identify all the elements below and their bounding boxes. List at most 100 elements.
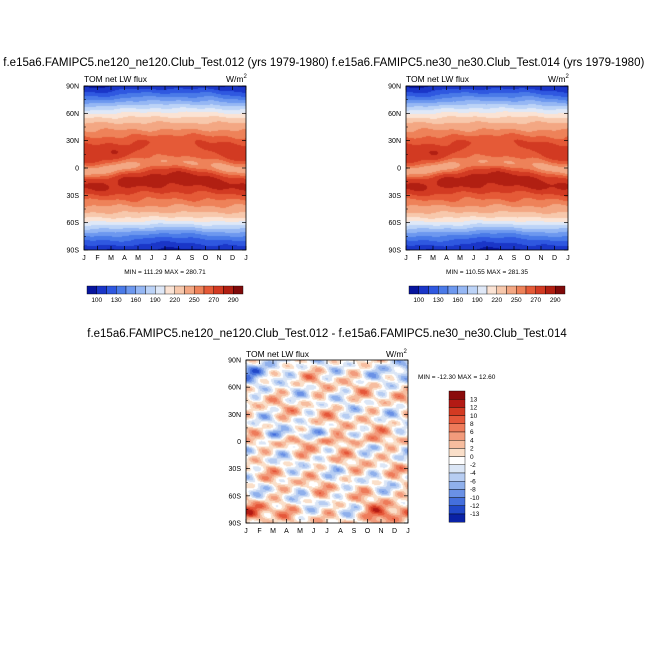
y-tick-label: 0 (237, 439, 241, 446)
x-tick-label: J (404, 255, 408, 262)
colorbar-box (96, 285, 107, 295)
panel-3-heatmap-image (246, 360, 408, 523)
colorbar-label: 290 (550, 297, 561, 304)
y-tick-label: 30N (228, 412, 241, 419)
colorbar-box (496, 285, 507, 295)
colorbar-box (516, 285, 527, 295)
panel-3: f.e15a6.FAMIPC5.ne120_ne120.Club_Test.01… (87, 328, 567, 535)
y-tick-label: 0 (75, 166, 79, 173)
colorbar-box (418, 285, 429, 295)
colorbar-label: 13 (470, 396, 478, 403)
colorbar-label: -12 (470, 503, 480, 510)
colorbar-box (448, 481, 466, 490)
y-tick-label: 90S (389, 248, 402, 255)
x-tick-label: A (122, 255, 127, 262)
y-tick-label: 90N (388, 84, 401, 91)
panel-3-units-base: W/m (386, 349, 403, 359)
y-tick-label: 90N (228, 358, 241, 365)
panel-2-y-axis: 90N 60N 30N 0 30S 60S 90S (388, 84, 568, 255)
colorbar-label: 160 (452, 297, 463, 304)
x-tick-label: J (406, 528, 410, 535)
x-tick-label: J (485, 255, 489, 262)
panel-3-min-max: MIN = -12.30 MAX = 12.60 (418, 374, 496, 381)
x-tick-label: J (244, 528, 248, 535)
colorbar-label: 160 (130, 297, 141, 304)
colorbar-label: 100 (91, 297, 102, 304)
colorbar-box (203, 285, 214, 295)
colorbar-label: 0 (470, 454, 474, 461)
panel-3-units: W/m2 (386, 349, 407, 359)
x-tick-label: A (338, 528, 343, 535)
colorbar-box (448, 513, 466, 523)
colorbar-box (506, 285, 517, 295)
colorbar-label: -13 (470, 511, 480, 518)
y-tick-label: 60S (67, 220, 80, 227)
panel-2-min-max: MIN = 110.55 MAX = 281.35 (446, 269, 528, 276)
x-tick-label: A (176, 255, 181, 262)
panel-3-units-exp: 2 (403, 349, 407, 355)
x-tick-label: J (325, 528, 329, 535)
x-tick-label: J (312, 528, 316, 535)
panel-1-title: f.e15a6.FAMIPC5.ne120_ne120.Club_Test.01… (3, 57, 329, 69)
colorbar-label: -8 (470, 487, 476, 494)
colorbar-label: 190 (472, 297, 483, 304)
panel-2-heatmap (406, 86, 568, 250)
y-tick-label: 30S (229, 466, 242, 473)
colorbar-box (184, 285, 195, 295)
x-tick-label: D (552, 255, 557, 262)
colorbar-box (155, 285, 166, 295)
colorbar-box (408, 285, 419, 295)
x-tick-label: O (365, 528, 371, 535)
y-tick-label: 60S (229, 493, 242, 500)
colorbar-label: 290 (228, 297, 239, 304)
y-tick-label: 60N (388, 111, 401, 118)
panel-2-units: W/m2 (548, 74, 569, 84)
x-tick-label: F (95, 255, 99, 262)
colorbar-box (448, 407, 466, 416)
x-tick-label: J (163, 255, 167, 262)
y-tick-label: 30N (66, 138, 79, 145)
colorbar-box (448, 440, 466, 449)
colorbar-label: 6 (470, 429, 474, 436)
colorbar-box (448, 399, 466, 408)
colorbar-box (555, 285, 566, 295)
panel-1-min-max: MIN = 111.29 MAX = 280.71 (124, 269, 206, 276)
colorbar-label: 250 (511, 297, 522, 304)
panel-1-colorbar: 100 130 160 190 220 250 270 290 (86, 285, 244, 304)
colorbar-box (448, 472, 466, 482)
colorbar-box (448, 390, 466, 400)
x-tick-label: A (444, 255, 449, 262)
panel-3-variable-label: TOM net LW flux (246, 349, 310, 359)
y-tick-label: 90N (66, 84, 79, 91)
panel-1-units-base: W/m (226, 74, 243, 84)
panel-1-units-exp: 2 (243, 74, 247, 80)
colorbar-label: 10 (470, 413, 478, 420)
colorbar-box (448, 497, 466, 507)
colorbar-box (164, 285, 175, 295)
x-tick-label: S (190, 255, 195, 262)
x-tick-label: M (108, 255, 114, 262)
panel-2-colorbar: 100 130 160 190 220 250 270 290 (408, 285, 566, 304)
x-tick-label: J (472, 255, 476, 262)
colorbar-box (428, 285, 439, 295)
colorbar-box (467, 285, 478, 295)
y-tick-label: 0 (397, 166, 401, 173)
colorbar-box (448, 464, 466, 474)
y-tick-label: 30S (389, 193, 402, 200)
panel-1-heatmap-image (84, 86, 246, 250)
panel-3-heatmap (246, 360, 408, 523)
colorbar-box (116, 285, 127, 295)
colorbar-label: 190 (150, 297, 161, 304)
colorbar-box (233, 285, 244, 295)
x-tick-label: J (150, 255, 154, 262)
x-tick-label: D (392, 528, 397, 535)
colorbar-box (448, 415, 466, 425)
colorbar-box (213, 285, 224, 295)
colorbar-box (194, 285, 205, 295)
colorbar-box (535, 285, 546, 295)
colorbar-box (545, 285, 556, 295)
panel-1: f.e15a6.FAMIPC5.ne120_ne120.Club_Test.01… (3, 57, 329, 304)
